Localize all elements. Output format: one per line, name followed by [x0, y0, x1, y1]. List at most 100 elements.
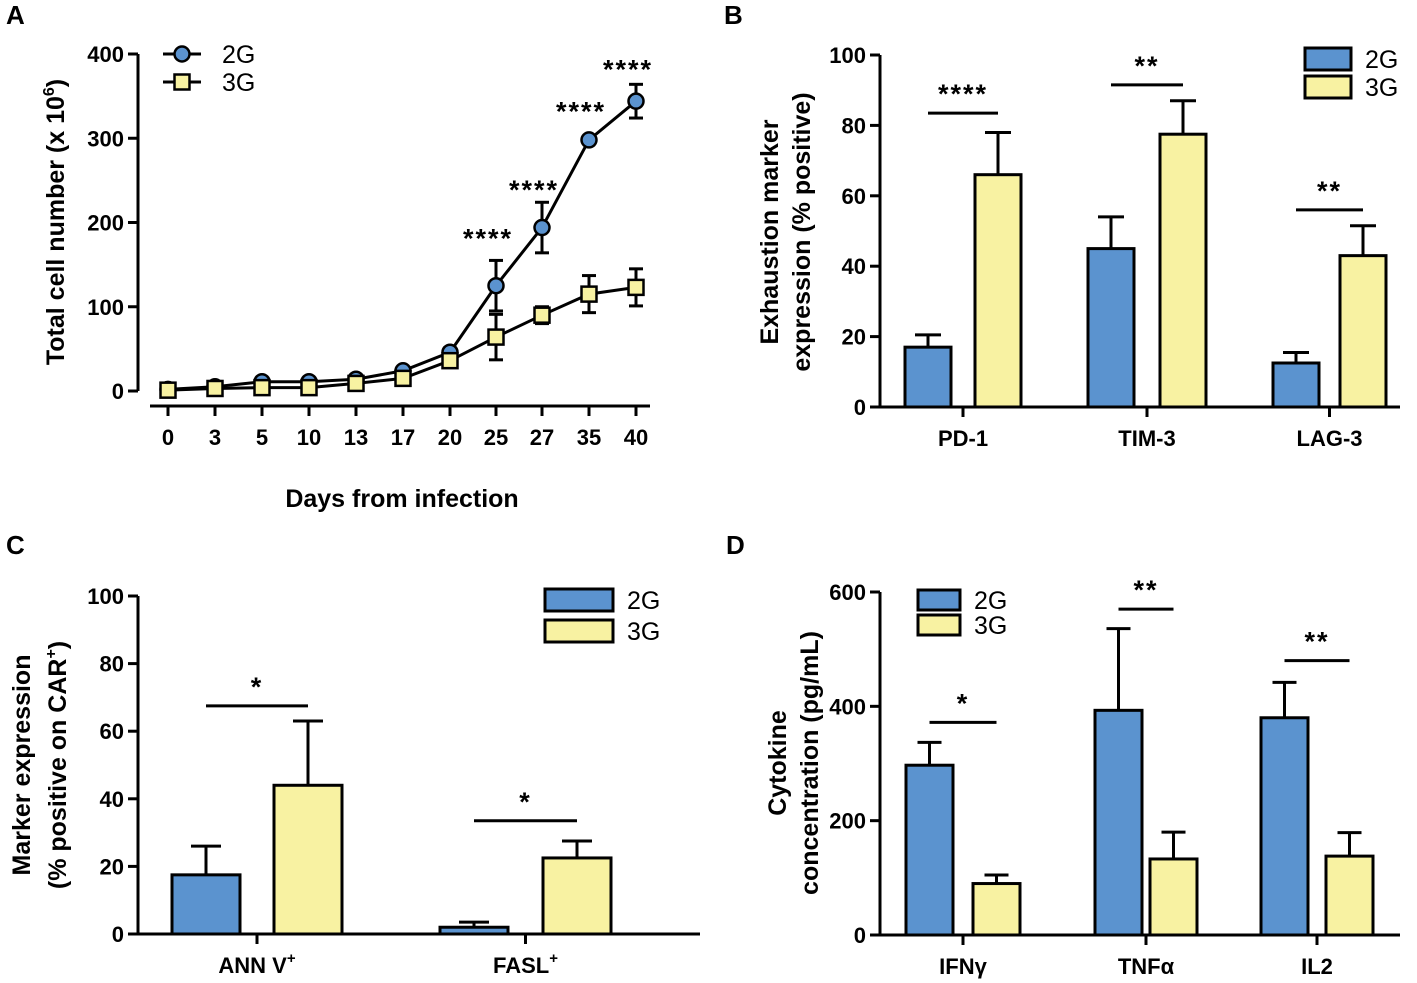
y-axis-title-line2-end: )	[44, 641, 72, 649]
y-tick-label: 80	[100, 652, 124, 677]
x-tick-label: 40	[624, 425, 648, 450]
bar-2G	[904, 763, 955, 937]
y-axis-title-line2-main: (% positive on CAR	[44, 659, 72, 890]
x-tick-label: IFNγ	[939, 954, 987, 979]
x-tick-label: ANN V+	[218, 950, 295, 978]
y-tick-label: 600	[829, 580, 866, 605]
significance-stars: ****	[509, 175, 559, 205]
x-tick-label: 5	[256, 425, 268, 450]
bar-3G	[272, 783, 344, 936]
x-tick-label-sup: +	[549, 950, 558, 967]
significance-stars: *	[957, 688, 970, 718]
y-axis-title-line2: (% positive on CAR+)	[43, 641, 72, 889]
legend-marker	[173, 73, 191, 91]
legend-label: 3G	[974, 612, 1007, 640]
data-point-3G	[253, 378, 271, 397]
panel-c-bar-chart: Marker expression (% positive on CAR+) 0…	[8, 584, 700, 978]
y-axis-title-line1: Cytokine	[764, 710, 792, 816]
significance-stars: **	[1317, 176, 1342, 206]
legend-swatch	[1303, 46, 1353, 72]
y-axis-title-main: Total cell number (x 10	[42, 96, 70, 365]
data-point-3G	[206, 379, 224, 398]
x-tick-label: TIM-3	[1118, 426, 1175, 451]
x-tick-label-main: FASL	[493, 953, 549, 978]
y-axis-title-line2: expression (% positive)	[788, 92, 816, 371]
x-tick-label: 0	[162, 425, 174, 450]
data-point-2G	[580, 131, 598, 149]
legend-swatch	[916, 613, 962, 637]
x-tick-label: 10	[297, 425, 321, 450]
bar-3G	[1338, 254, 1388, 409]
data-point-3G	[300, 378, 318, 397]
legend-label: 3G	[1365, 74, 1398, 102]
series-line-2G	[167, 100, 637, 391]
bar-3G	[1158, 132, 1208, 409]
y-tick-label: 100	[87, 295, 124, 320]
data-point-3G	[533, 306, 551, 324]
data-point-3G	[159, 381, 177, 399]
y-tick-label: 0	[854, 923, 866, 948]
y-axis-title: Total cell number (x 106)	[41, 79, 70, 365]
y-tick-label: 200	[87, 211, 124, 236]
legend-label: 3G	[222, 69, 255, 97]
y-tick-label: 20	[100, 854, 124, 879]
significance-stars: *	[251, 672, 264, 702]
y-tick-label: 400	[87, 42, 124, 67]
y-tick-label: 60	[100, 719, 124, 744]
y-tick-label: 100	[829, 43, 866, 68]
y-tick-label: 60	[842, 184, 866, 209]
x-axis-title: Days from infection	[285, 485, 518, 513]
significance-stars: *	[519, 787, 532, 817]
data-point-3G	[627, 278, 645, 297]
data-point-3G	[441, 351, 459, 370]
bar-2G	[1093, 708, 1144, 937]
bar-2G	[1086, 247, 1136, 409]
data-point-2G	[627, 92, 645, 110]
x-tick-label: 17	[391, 425, 415, 450]
significance-stars: ****	[463, 224, 513, 254]
panel-b-bar-chart: Exhaustion marker expression (% positive…	[756, 43, 1400, 451]
data-point-3G	[487, 328, 505, 346]
y-axis-title-end: )	[42, 79, 70, 87]
y-axis-title-line1: Exhaustion marker	[756, 119, 784, 344]
bar-2G	[1271, 361, 1321, 409]
bar-2G	[1259, 716, 1310, 937]
bar-3G	[1148, 857, 1199, 937]
legend-label: 2G	[222, 41, 255, 69]
data-point-2G	[487, 276, 505, 295]
legend-marker	[173, 45, 191, 63]
data-point-3G	[580, 285, 598, 303]
x-tick-label: PD-1	[938, 426, 988, 451]
legend-label: 3G	[627, 618, 660, 646]
panel-letter: D	[726, 530, 745, 560]
y-tick-label: 200	[829, 809, 866, 834]
y-tick-label: 80	[842, 113, 866, 138]
data-point-2G	[533, 218, 551, 237]
significance-stars: **	[1304, 627, 1329, 657]
data-point-3G	[394, 369, 412, 388]
legend-swatch	[543, 618, 615, 644]
y-axis-title-sup: 6	[41, 87, 58, 96]
legend-swatch	[1303, 74, 1353, 100]
x-tick-label: FASL+	[493, 950, 558, 978]
x-tick-label: 35	[577, 425, 601, 450]
y-tick-label: 0	[112, 379, 124, 404]
x-tick-label: 3	[209, 425, 221, 450]
x-tick-label-main: ANN V	[218, 953, 287, 978]
y-tick-label: 0	[854, 395, 866, 420]
bar-3G	[1324, 854, 1375, 937]
significance-stars: **	[1133, 575, 1158, 605]
y-tick-label: 0	[112, 922, 124, 947]
panel-letter: A	[6, 0, 25, 30]
x-tick-label-sup: +	[287, 950, 296, 967]
y-axis-title-line2-sup: +	[43, 649, 60, 658]
bar-3G	[973, 173, 1023, 409]
significance-stars: ****	[938, 79, 988, 109]
panel-letter: C	[6, 530, 25, 560]
y-tick-label: 400	[829, 694, 866, 719]
legend-swatch	[543, 587, 615, 613]
bar-2G	[438, 925, 510, 936]
x-tick-label: LAG-3	[1297, 426, 1363, 451]
bar-3G	[971, 882, 1022, 937]
